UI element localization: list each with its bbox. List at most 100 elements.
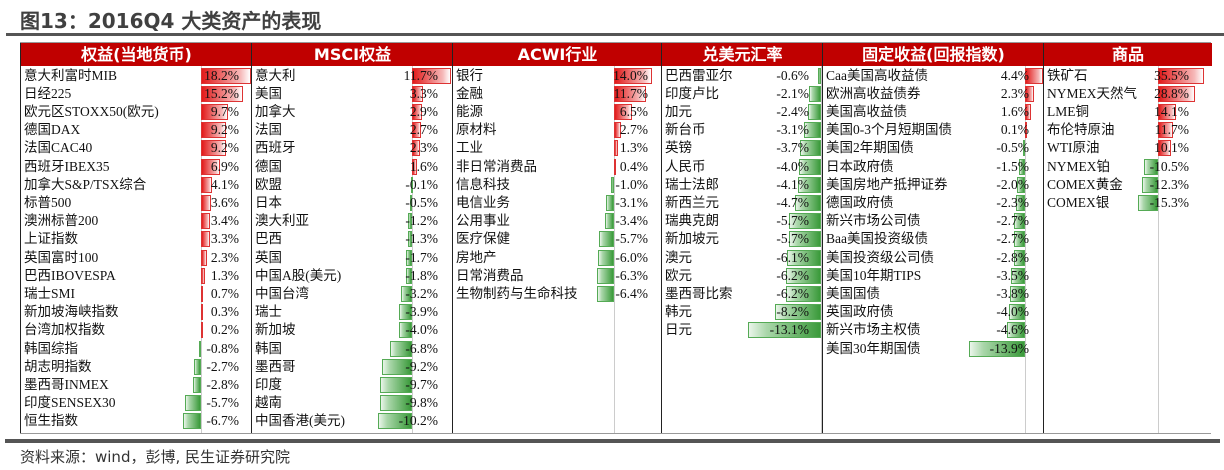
return-value: 2.3%: [210, 249, 239, 265]
asset-name: 欧洲高收益债券: [826, 85, 921, 101]
table-row: 印度卢比 -2.1%: [662, 85, 823, 103]
table-row: 印度 -9.7%: [252, 376, 453, 394]
positive-data-bar: [412, 158, 418, 175]
asset-name: 人民币: [665, 158, 706, 174]
table-row: 上证指数 3.3%: [21, 230, 252, 248]
return-value: 11.7%: [403, 67, 438, 83]
return-value: -2.0%: [996, 176, 1029, 192]
table-row: 欧洲高收益债券 2.3%: [823, 85, 1044, 103]
table-row: LME铜 14.1%: [1044, 103, 1212, 121]
return-value: 1.6%: [409, 158, 438, 174]
asset-name: 公用事业: [456, 213, 510, 229]
asset-performance-table: 权益(当地货币) 意大利富时MIB 18.2% 日经225 15.2% 欧元区STOXX5…: [20, 42, 1212, 434]
return-value: 2.7%: [409, 122, 438, 138]
asset-name: 法国CAC40: [24, 140, 93, 156]
column-header: 权益(当地货币): [21, 43, 252, 66]
return-value: -4.0%: [776, 158, 809, 174]
table-row: 西班牙IBEX35 6.9%: [21, 158, 252, 176]
positive-data-bar: [201, 176, 213, 193]
table-row: 美国高收益债 1.6%: [823, 103, 1044, 121]
negative-data-bar: [389, 340, 412, 357]
table-row: 台湾加权指数 0.2%: [21, 321, 252, 339]
negative-data-bar: [410, 176, 413, 193]
return-value: -4.6%: [996, 322, 1029, 338]
asset-name: 医疗保健: [456, 231, 510, 247]
negative-data-bar: [786, 285, 821, 302]
negative-data-bar: [798, 158, 821, 175]
negative-data-bar: [193, 376, 201, 393]
asset-name: 布伦特原油: [1047, 122, 1115, 138]
asset-name: 欧元: [665, 267, 692, 283]
positive-data-bar: [201, 213, 211, 230]
negative-data-bar: [817, 67, 821, 84]
return-value: -1.3%: [405, 231, 438, 247]
return-value: 10.1%: [1154, 140, 1189, 156]
asset-name: 德国: [255, 158, 282, 174]
return-value: 9.2%: [210, 122, 239, 138]
table-row: 非日常消费品 0.4%: [453, 158, 662, 176]
asset-name: 印度SENSEX30: [24, 395, 116, 411]
table-row: 韩国综指 -0.8%: [21, 340, 252, 358]
asset-name: 中国A股(美元): [255, 267, 342, 283]
positive-data-bar: [201, 140, 227, 157]
return-value: -9.8%: [405, 395, 438, 411]
return-value: -13.1%: [769, 322, 809, 338]
asset-name: NYMEX铂: [1047, 158, 1110, 174]
return-value: -15.3%: [1149, 194, 1189, 210]
table-row: COMEX黄金 -12.3%: [1044, 176, 1212, 194]
return-value: -8.2%: [776, 304, 809, 320]
table-row: 英国政府债 -4.0%: [823, 303, 1044, 321]
return-value: -2.1%: [776, 85, 809, 101]
return-value: 3.4%: [210, 213, 239, 229]
positive-data-bar: [614, 85, 646, 102]
asset-name: 巴西雷亚尔: [665, 67, 733, 83]
return-value: -3.5%: [996, 267, 1029, 283]
return-value: 6.9%: [210, 158, 239, 174]
positive-data-bar: [201, 158, 220, 175]
table-row: 加拿大S&P/TSX综合 4.1%: [21, 176, 252, 194]
table-row: 能源 6.5%: [453, 103, 662, 121]
negative-data-bar: [408, 213, 412, 230]
return-value: -10.5%: [1149, 158, 1189, 174]
table-row: NYMEX铂 -10.5%: [1044, 158, 1212, 176]
asset-name: 日常消费品: [456, 267, 524, 283]
negative-data-bar: [747, 322, 821, 339]
return-value: -2.4%: [776, 103, 809, 119]
asset-name: LME铜: [1047, 103, 1089, 119]
return-value: -6.3%: [615, 267, 648, 283]
column-msci-equity: MSCI权益 意大利 11.7% 美国 3.3% 加拿大 2.9% 法国 2.7% 西班牙 2.3%…: [251, 43, 453, 433]
return-value: 3.3%: [210, 231, 239, 247]
return-value: -2.7%: [996, 213, 1029, 229]
return-value: -3.1%: [776, 122, 809, 138]
negative-data-bar: [401, 285, 412, 302]
table-row: 瑞士 -3.9%: [252, 303, 453, 321]
negative-data-bar: [596, 267, 614, 284]
negative-data-bar: [789, 213, 821, 230]
source-note: 资料来源：wind，彭博, 民生证券研究院: [20, 448, 291, 466]
asset-name: 胡志明指数: [24, 358, 92, 374]
positive-data-bar: [201, 304, 203, 321]
return-value: -1.5%: [996, 158, 1029, 174]
negative-data-bar: [185, 395, 201, 412]
return-value: 0.7%: [210, 285, 239, 301]
negative-data-bar: [800, 140, 821, 157]
return-value: -0.1%: [405, 176, 438, 192]
negative-data-bar: [798, 176, 821, 193]
asset-name: Caa美国高收益债: [826, 67, 928, 83]
return-value: -9.7%: [405, 376, 438, 392]
bottom-divider: [5, 439, 1220, 443]
asset-name: 日本政府债: [826, 158, 894, 174]
return-value: -3.1%: [615, 194, 648, 210]
table-row: 新加坡元 -5.7%: [662, 230, 823, 248]
table-row: 中国A股(美元) -1.8%: [252, 267, 453, 285]
return-value: 11.7%: [1154, 122, 1189, 138]
column-header: ACWI行业: [453, 43, 662, 66]
asset-name: WTI原油: [1047, 140, 1100, 156]
return-value: -12.3%: [1149, 176, 1189, 192]
column-equity-local: 权益(当地货币) 意大利富时MIB 18.2% 日经225 15.2% 欧元区STOXX5…: [20, 43, 252, 433]
asset-name: 欧盟: [255, 176, 282, 192]
return-value: 9.7%: [210, 103, 239, 119]
negative-data-bar: [1009, 285, 1025, 302]
negative-data-bar: [598, 231, 614, 248]
negative-data-bar: [807, 103, 821, 120]
